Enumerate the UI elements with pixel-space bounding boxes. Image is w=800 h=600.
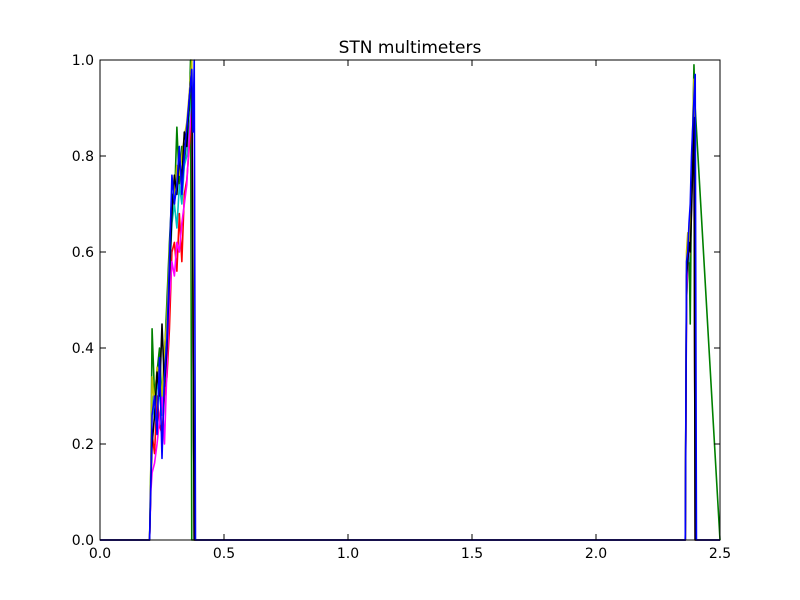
plot-series-group <box>100 59 721 541</box>
x-tick-label: 0.0 <box>89 546 111 562</box>
y-tick-label: 0.8 <box>72 149 94 165</box>
x-tick-label: 1.0 <box>337 546 359 562</box>
y-tick-label: 0.6 <box>72 245 94 261</box>
chart-title: STN multimeters <box>339 38 482 58</box>
plot-area-frame <box>99 59 721 541</box>
axis-ticks-group: 0.0 0.5 1.0 1.5 2.0 2.5 0.0 0.2 0.4 0.6 0.8 1.0 <box>72 53 731 562</box>
y-tick-label: 1.0 <box>72 53 94 69</box>
y-tick-label: 0.0 <box>72 533 94 549</box>
series-line-5 <box>100 68 720 541</box>
y-tick-label: 0.2 <box>72 437 94 453</box>
x-tick-label: 2.5 <box>709 546 731 562</box>
series-line-6 <box>100 59 720 541</box>
x-tick-label: 0.5 <box>213 546 235 562</box>
x-tick-label: 1.5 <box>461 546 483 562</box>
y-tick-label: 0.4 <box>72 341 94 357</box>
x-tick-label: 2.0 <box>585 546 607 562</box>
